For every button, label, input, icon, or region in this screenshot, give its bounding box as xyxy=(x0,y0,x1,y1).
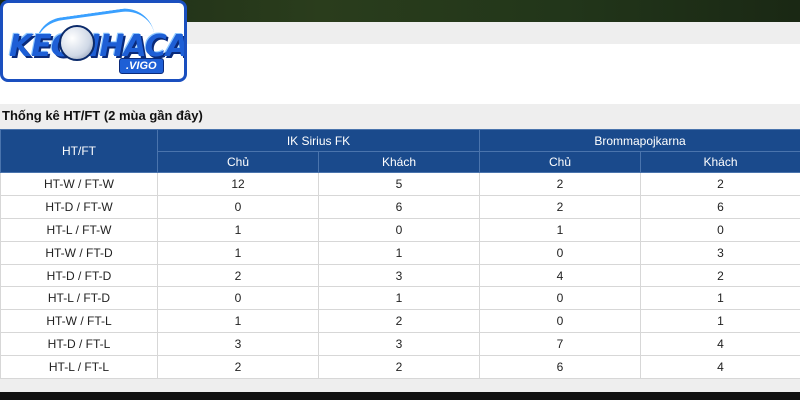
cell-value: 7 xyxy=(479,332,642,357)
cell-value: 6 xyxy=(640,194,800,219)
table-row: HT-L / FT-D 0 1 0 1 xyxy=(0,286,800,311)
row-label: HT-D / FT-D xyxy=(0,263,158,288)
cell-value: 5 xyxy=(317,172,481,196)
cell-value: 1 xyxy=(640,286,800,311)
cell-value: 6 xyxy=(479,355,642,380)
cell-value: 0 xyxy=(157,286,319,311)
row-label: HT-D / FT-L xyxy=(0,332,158,357)
row-label: HT-W / FT-W xyxy=(0,172,158,196)
cell-value: 2 xyxy=(317,309,481,334)
cell-value: 0 xyxy=(479,286,642,311)
cell-value: 3 xyxy=(640,240,800,265)
cell-value: 0 xyxy=(479,309,642,334)
cell-value: 1 xyxy=(157,217,319,242)
row-label: HT-L / FT-D xyxy=(0,286,158,311)
site-logo[interactable]: KEONHACAI .VIGO xyxy=(0,0,187,82)
table-row: HT-D / FT-L 3 3 7 4 xyxy=(0,332,800,357)
cell-value: 3 xyxy=(317,263,481,288)
cell-value: 1 xyxy=(479,217,642,242)
cell-value: 2 xyxy=(479,172,642,196)
cell-value: 0 xyxy=(317,217,481,242)
cell-value: 0 xyxy=(479,240,642,265)
cell-value: 3 xyxy=(157,332,319,357)
cell-value: 2 xyxy=(640,263,800,288)
cell-value: 2 xyxy=(157,263,319,288)
row-label: HT-L / FT-W xyxy=(0,217,158,242)
cell-value: 4 xyxy=(640,355,800,380)
table-body: HT-W / FT-W 12 5 2 2 HT-D / FT-W 0 6 2 6… xyxy=(0,172,800,380)
row-label: HT-W / FT-D xyxy=(0,240,158,265)
cell-value: 12 xyxy=(157,172,319,196)
logo-badge: .VIGO xyxy=(119,58,164,74)
table-row: HT-W / FT-W 12 5 2 2 xyxy=(0,172,800,196)
htft-column-header: HT/FT xyxy=(0,129,158,173)
team-header-home: IK Sirius FK xyxy=(156,129,481,152)
section-title: Thống kê HT/FT (2 mùa gần đây) xyxy=(2,108,203,123)
bottom-bar xyxy=(0,392,800,400)
cell-value: 1 xyxy=(157,240,319,265)
cell-value: 1 xyxy=(157,309,319,334)
cell-value: 4 xyxy=(479,263,642,288)
table-row: HT-L / FT-W 1 0 1 0 xyxy=(0,217,800,242)
cell-value: 2 xyxy=(640,172,800,196)
cell-value: 4 xyxy=(640,332,800,357)
table-row: HT-L / FT-L 2 2 6 4 xyxy=(0,355,800,380)
cell-value: 6 xyxy=(317,194,481,219)
row-label: HT-D / FT-W xyxy=(0,194,158,219)
cell-value: 2 xyxy=(479,194,642,219)
team-header-away: Brommapojkarna xyxy=(479,129,800,152)
subheader-team1-away: Khách xyxy=(317,151,481,173)
cell-value: 3 xyxy=(317,332,481,357)
cell-value: 0 xyxy=(640,217,800,242)
subheader-team2-away: Khách xyxy=(640,151,800,173)
table-row: HT-D / FT-D 2 3 4 2 xyxy=(0,263,800,288)
soccer-ball-icon xyxy=(59,25,95,61)
table-row: HT-W / FT-D 1 1 0 3 xyxy=(0,240,800,265)
cell-value: 1 xyxy=(317,240,481,265)
cell-value: 2 xyxy=(317,355,481,380)
table-row: HT-W / FT-L 1 2 0 1 xyxy=(0,309,800,334)
top-banner xyxy=(0,0,800,22)
cell-value: 1 xyxy=(640,309,800,334)
table-row: HT-D / FT-W 0 6 2 6 xyxy=(0,194,800,219)
row-label: HT-L / FT-L xyxy=(0,355,158,380)
subheader-team1-home: Chủ xyxy=(157,151,319,173)
row-label: HT-W / FT-L xyxy=(0,309,158,334)
cell-value: 0 xyxy=(157,194,319,219)
cell-value: 1 xyxy=(317,286,481,311)
htft-stats-table: HT/FT IK Sirius FK Brommapojkarna Chủ Kh… xyxy=(0,129,800,380)
subheader-team2-home: Chủ xyxy=(479,151,642,173)
cell-value: 2 xyxy=(157,355,319,380)
